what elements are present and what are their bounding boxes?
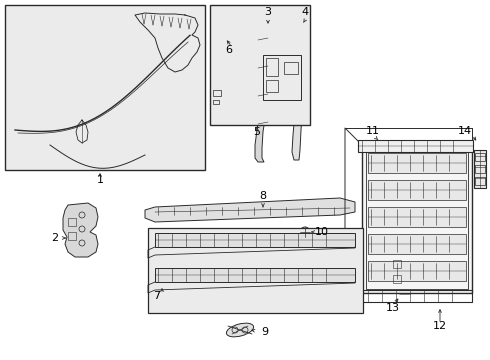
Bar	[358, 140, 473, 152]
Polygon shape	[145, 198, 355, 222]
Text: 2: 2	[51, 233, 59, 243]
Polygon shape	[240, 15, 258, 117]
Bar	[368, 234, 466, 254]
Text: 4: 4	[301, 7, 309, 17]
Bar	[362, 290, 472, 302]
Bar	[362, 145, 472, 293]
Polygon shape	[88, 82, 118, 118]
Bar	[148, 228, 363, 313]
Bar	[263, 55, 301, 100]
Text: 9: 9	[262, 327, 269, 337]
Bar	[155, 233, 355, 247]
Bar	[284, 62, 298, 74]
Text: 8: 8	[259, 191, 267, 201]
Polygon shape	[212, 12, 230, 117]
Polygon shape	[108, 22, 155, 90]
Polygon shape	[388, 248, 420, 294]
Text: 13: 13	[386, 303, 400, 313]
Bar	[155, 268, 355, 282]
Bar	[393, 260, 401, 268]
Polygon shape	[255, 20, 276, 162]
Text: 10: 10	[315, 227, 329, 237]
Text: 11: 11	[366, 126, 380, 136]
Bar	[213, 100, 219, 104]
Text: 6: 6	[225, 45, 232, 55]
Text: 14: 14	[458, 126, 472, 136]
Polygon shape	[135, 13, 200, 72]
Bar	[368, 261, 466, 281]
Text: 12: 12	[433, 321, 447, 331]
Bar	[366, 149, 468, 289]
Ellipse shape	[226, 323, 254, 337]
Bar	[475, 165, 485, 173]
Polygon shape	[63, 203, 98, 257]
Bar	[213, 90, 221, 96]
Bar	[68, 232, 76, 240]
Bar	[475, 153, 485, 161]
Bar	[368, 153, 466, 173]
Bar	[266, 80, 278, 92]
Bar	[393, 275, 401, 283]
Bar	[5, 5, 205, 170]
Bar	[210, 5, 310, 125]
Text: 1: 1	[97, 175, 103, 185]
Text: 5: 5	[253, 127, 261, 137]
Polygon shape	[292, 22, 308, 160]
Bar	[368, 180, 466, 200]
Bar	[474, 150, 486, 188]
Bar	[368, 207, 466, 227]
Text: 3: 3	[265, 7, 271, 17]
Text: 7: 7	[153, 291, 161, 301]
Bar	[475, 177, 485, 185]
Bar	[266, 58, 278, 76]
Bar	[68, 218, 76, 226]
